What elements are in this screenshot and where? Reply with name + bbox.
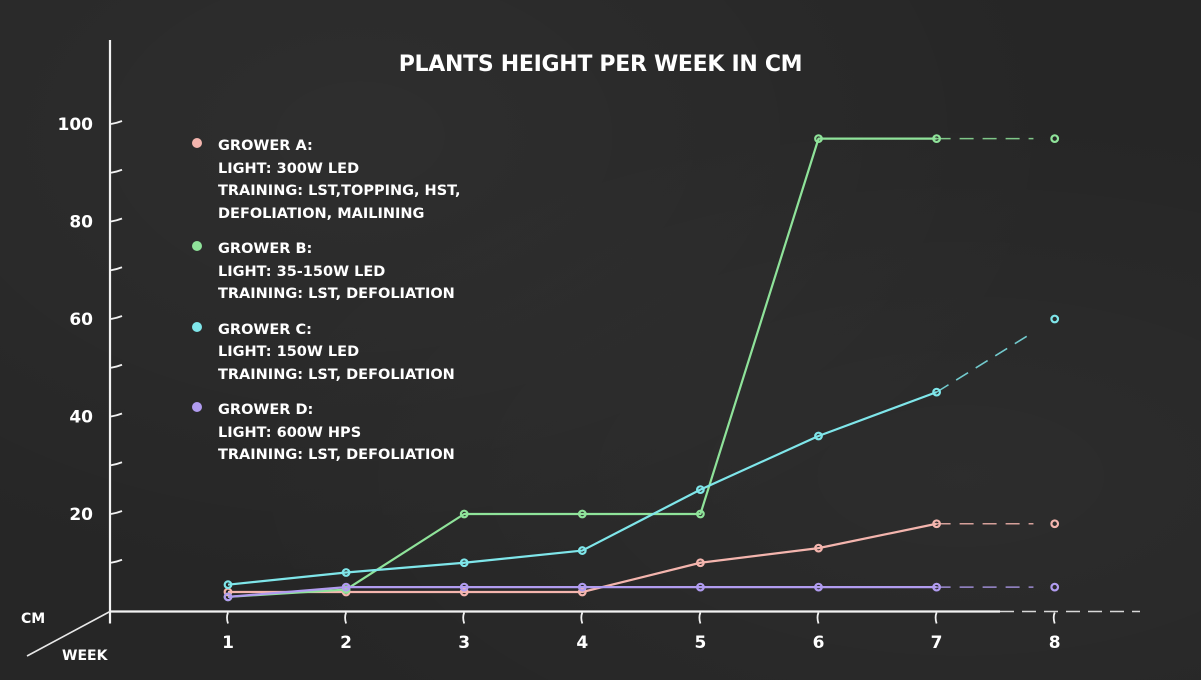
legend-grower-name: GROWER D: (218, 402, 314, 418)
data-point (577, 587, 587, 597)
x-tick-label: 2 (340, 633, 352, 653)
y-tick-mark (110, 461, 123, 467)
x-tick-label: 1 (222, 633, 234, 653)
data-point (814, 582, 823, 592)
data-point (577, 582, 587, 592)
data-point (814, 543, 823, 553)
data-point (932, 582, 941, 592)
legend-detail-line: LIGHT: 600W HPS (218, 424, 362, 441)
legend-detail-line: TRAINING: LST,TOPPING, HST, (218, 183, 461, 199)
legend-item-grower-b: GROWER B: LIGHT: 35-150W LED TRAINING: LST… (190, 238, 460, 306)
data-point (932, 387, 941, 397)
x-tick-mark (934, 612, 938, 624)
y-tick-mark (110, 217, 123, 223)
legend-item-grower-a: GROWER A: LIGHT: 300W LED TRAINING: LST,TO… (190, 135, 460, 225)
legend-color-dot-icon (192, 321, 202, 332)
data-point (577, 546, 587, 555)
y-tick-label: 100 (58, 115, 94, 135)
x-tick-mark (226, 612, 229, 624)
y-tick-label: 20 (69, 505, 93, 525)
x-tick-label: 5 (694, 633, 706, 653)
y-tick-mark (110, 412, 123, 418)
legend-detail-line: TRAINING: LST, DEFOLIATION (218, 286, 455, 302)
data-point (1050, 582, 1060, 592)
x-tick-mark (816, 612, 820, 624)
legend-grower-name: GROWER A: (218, 138, 313, 154)
data-point (1050, 519, 1060, 529)
x-tick-label: 3 (458, 633, 470, 653)
data-point (696, 509, 705, 519)
x-axis-unit-label: WEEK (62, 648, 109, 664)
y-tick-mark (110, 558, 123, 564)
y-tick-label: 80 (69, 213, 93, 233)
y-tick-mark (110, 120, 123, 125)
legend-grower-name: GROWER C: (218, 321, 312, 338)
data-point (223, 580, 233, 590)
depth-axis (26, 610, 111, 657)
data-point (341, 568, 351, 577)
series-line-grower-a (228, 522, 937, 594)
data-point (814, 431, 823, 441)
y-tick-mark (110, 266, 123, 272)
data-point (459, 509, 469, 519)
legend-detail-line: TRAINING: LST, DEFOLIATION (218, 366, 455, 383)
series-line-grower-d (227, 586, 937, 598)
legend-color-dot-icon (192, 138, 202, 148)
x-tick-mark (698, 612, 702, 624)
data-point (577, 509, 587, 519)
chart-title: PLANTS HEIGHT PER WEEK IN CM (398, 52, 803, 77)
series-line-grower-c (227, 391, 937, 586)
y-tick-mark (110, 510, 123, 515)
x-tick-label: 4 (576, 633, 588, 653)
axes: 100 80 60 40 20 1 2 3 4 5 6 7 8 CM WEEK (21, 40, 1140, 664)
data-point (341, 582, 351, 592)
x-tick-mark (462, 612, 466, 624)
data-point (1050, 314, 1060, 324)
y-tick-mark (110, 363, 123, 369)
legend-detail-line: LIGHT: 150W LED (218, 344, 360, 360)
data-point (932, 519, 941, 529)
x-tick-mark (344, 612, 347, 624)
legend-color-dot-icon (192, 402, 202, 412)
legend-detail-line: LIGHT: 35-150W LED (218, 263, 386, 280)
x-tick-mark (580, 612, 584, 624)
data-point (696, 485, 705, 495)
data-point (696, 582, 705, 592)
legend-detail-line: LIGHT: 300W LED (218, 160, 360, 177)
legend: GROWER A: LIGHT: 300W LED TRAINING: LST,TO… (190, 135, 460, 480)
series-lines (223, 134, 1060, 602)
x-tick-label: 6 (813, 633, 825, 653)
legend-color-dot-icon (192, 241, 202, 251)
y-tick-label: 60 (69, 310, 93, 330)
data-point (459, 587, 469, 597)
legend-item-grower-d: GROWER D: LIGHT: 600W HPS TRAINING: LST, D… (190, 399, 460, 467)
x-tick-label: 8 (1049, 633, 1061, 653)
legend-detail-line: TRAINING: LST, DEFOLIATION (218, 447, 455, 463)
legend-grower-name: GROWER B: (218, 241, 313, 257)
data-point (814, 134, 823, 144)
data-point (1050, 134, 1060, 144)
y-tick-mark (110, 315, 123, 320)
data-point (932, 134, 941, 144)
x-tick-mark (1052, 612, 1056, 624)
x-tick-label: 7 (931, 633, 943, 653)
legend-detail-line: DEFOLIATION, MAILINING (218, 205, 425, 222)
y-axis-unit-label: CM (21, 611, 45, 627)
y-tick-mark (110, 168, 123, 174)
y-tick-label: 40 (69, 408, 93, 428)
series-dashed-segment (936, 331, 1034, 393)
data-point (223, 592, 233, 602)
data-point (459, 582, 469, 592)
legend-item-grower-c: GROWER C: LIGHT: 150W LED TRAINING: LST, D… (190, 319, 460, 387)
data-point (696, 558, 705, 568)
data-point (459, 558, 469, 568)
